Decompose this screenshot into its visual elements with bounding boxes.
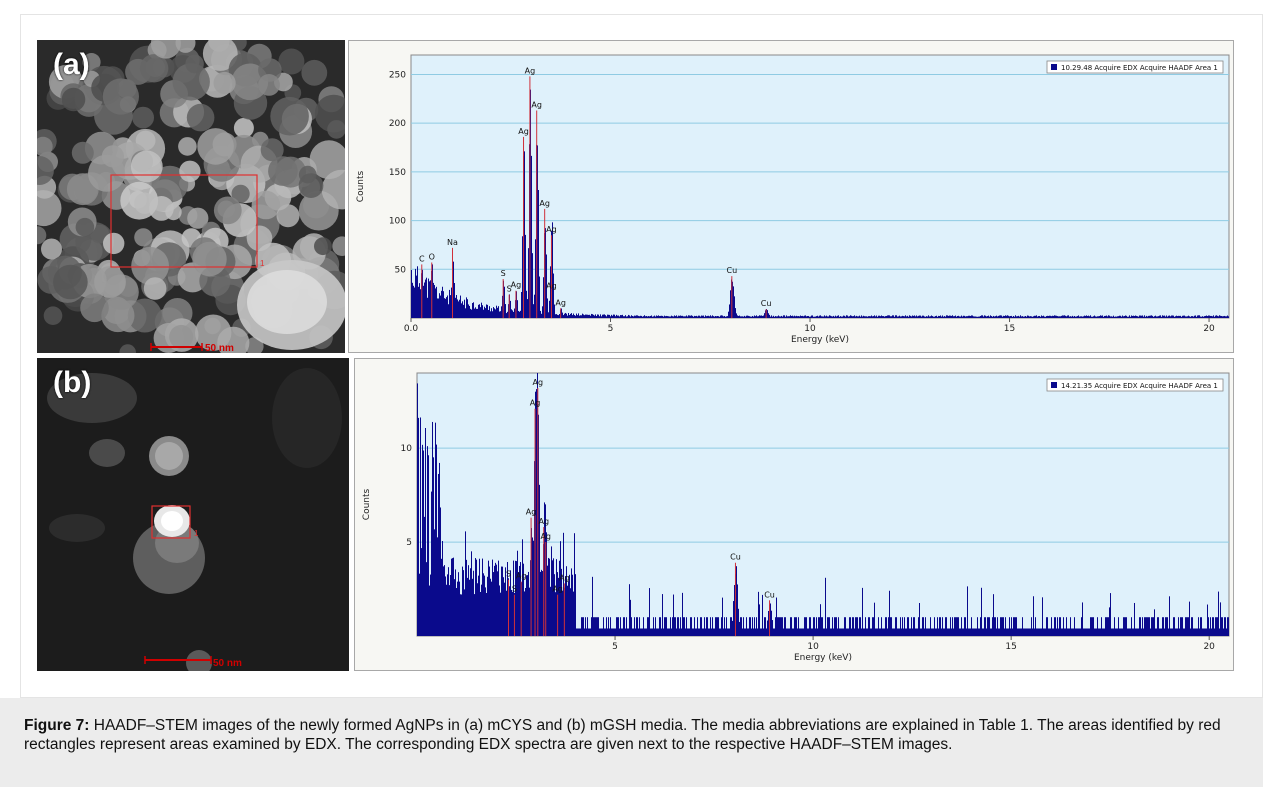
x-tick-label: 5 — [608, 324, 614, 334]
peak-label: S — [507, 285, 512, 294]
peak-label: Ag — [511, 281, 522, 290]
edx-spectrum-b: 5 10 5 10 15 20 Energy (keV) Counts Ag Ag Ag Ag Ag S S… — [354, 358, 1234, 671]
peak-label: Ag — [518, 127, 529, 136]
peak-label: Cu — [730, 553, 741, 562]
x-tick-label: 0.0 — [404, 324, 419, 334]
x-axis-label: Energy (keV) — [791, 335, 849, 345]
y-tick-label: 150 — [389, 168, 406, 178]
legend-entry: 10.29.48 Acquire EDX Acquire HAADF Area … — [1061, 64, 1218, 72]
x-tick-label: 5 — [612, 642, 618, 652]
legend — [1046, 60, 1224, 74]
peak-label: Ag — [526, 508, 537, 517]
spectrum-series — [417, 373, 1229, 636]
peak-label: Ag — [531, 101, 542, 110]
peak-label: Ag — [525, 66, 536, 75]
peak-label: Ag — [530, 399, 541, 408]
edx-region-rectangle — [151, 505, 191, 539]
y-tick-label: 200 — [389, 119, 406, 129]
x-tick-label: 15 — [1004, 324, 1015, 334]
peak-label: C — [419, 254, 425, 263]
stem-image-a: 1 50 nm (a) — [37, 40, 345, 353]
peak-label: Ag — [538, 517, 549, 526]
y-axis-label: Counts — [362, 488, 372, 520]
peak-label: Ag — [540, 532, 551, 541]
edx-region-label: 1 — [260, 259, 265, 268]
legend-swatch — [1051, 64, 1057, 70]
peak-label: S — [501, 269, 506, 278]
stem-micrograph-b: 1 50 nm — [37, 358, 349, 671]
x-tick-label: 20 — [1203, 324, 1215, 334]
figure-frame: 1 50 nm (a) 50 100 150 200 250 0.0 5 10 15 20 Ener… — [20, 14, 1263, 698]
peak-label: Ag — [539, 199, 550, 208]
stem-micrograph-a: 1 50 nm — [37, 40, 345, 353]
y-tick-label: 100 — [389, 217, 406, 227]
panel-label-b: (b) — [53, 366, 92, 399]
figure-caption: Figure 7: HAADF–STEM images of the newly… — [0, 698, 1263, 787]
scale-bar-label: 50 nm — [205, 343, 234, 353]
y-tick-label: 5 — [406, 538, 412, 548]
legend — [1046, 378, 1224, 392]
peak-label: S — [506, 570, 511, 579]
edx-region-label: 1 — [194, 529, 199, 538]
y-axis-label: Counts — [356, 170, 366, 202]
x-tick-label: 15 — [1005, 642, 1016, 652]
peak-label: Na — [447, 238, 458, 247]
y-tick-label: 10 — [401, 444, 413, 454]
stem-image-b: 1 50 nm (b) — [37, 358, 349, 671]
peak-label: S — [512, 585, 517, 594]
legend-swatch — [1051, 382, 1057, 388]
caption-text: HAADF–STEM images of the newly formed Ag… — [24, 717, 1221, 753]
caption-label: Figure 7: — [24, 717, 90, 734]
peak-label: Ag — [546, 282, 557, 291]
peak-label: Ag — [559, 573, 570, 582]
peak-label: Ag — [552, 585, 563, 594]
y-tick-label: 250 — [389, 70, 406, 80]
x-tick-label: 10 — [804, 324, 816, 334]
edx-spectrum-a: 50 100 150 200 250 0.0 5 10 15 20 Energy (keV) Coun… — [348, 40, 1234, 353]
panel-label-a: (a) — [53, 48, 90, 81]
legend-entry: 14.21.35 Acquire EDX Acquire HAADF Area … — [1061, 382, 1218, 390]
x-tick-label: 20 — [1203, 642, 1215, 652]
peak-label: O — [429, 252, 435, 261]
peak-label: Ag — [516, 572, 527, 581]
edx-region-rectangle — [110, 174, 258, 268]
y-tick-label: 50 — [395, 265, 407, 275]
peak-label: Ag — [533, 378, 544, 387]
x-axis-label: Energy (keV) — [794, 653, 852, 663]
peak-label: Ag — [546, 225, 557, 234]
x-tick-label: 10 — [807, 642, 819, 652]
plot-area — [410, 54, 1230, 319]
peak-label: Cu — [726, 266, 737, 275]
scale-bar-label: 50 nm — [213, 658, 242, 669]
edx-chart-a: 50 100 150 200 250 0.0 5 10 15 20 Energy (keV) Coun… — [356, 54, 1230, 345]
peak-label: Cu — [761, 299, 772, 308]
peak-label: Ag — [555, 298, 566, 307]
peak-label: Cu — [764, 590, 775, 599]
